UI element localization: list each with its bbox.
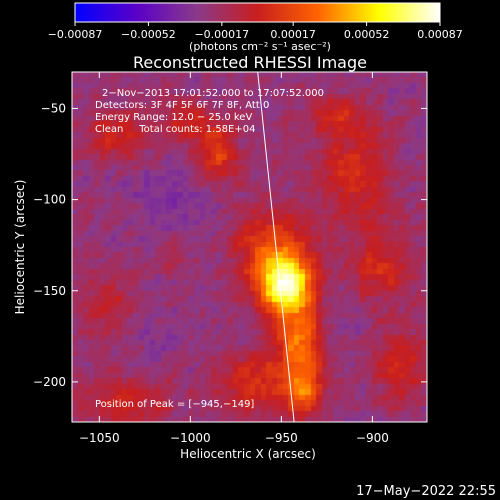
- y-tick-label: −200: [33, 375, 66, 389]
- y-tick-label: −150: [33, 284, 66, 298]
- y-axis: −50 −100 −150 −200: [33, 101, 427, 389]
- colorbar-ticks: −0.00087 −0.00052 −0.00017 0.00017 0.00052 0.…: [48, 22, 463, 41]
- annotation-detectors: Detectors: 3F 4F 5F 6F 7F 8F, Att 0: [95, 100, 269, 111]
- x-axis-label: Heliocentric X (arcsec): [180, 447, 316, 461]
- colorbar: [74, 2, 441, 23]
- y-axis-label: Heliocentric Y (arcsec): [13, 180, 27, 315]
- plot-frame: [71, 71, 428, 423]
- colorbar-tick-label: −0.00087: [48, 28, 103, 41]
- y-tick-label: −100: [33, 193, 66, 207]
- peak-position-label: Position of Peak = [−945,−149]: [95, 399, 254, 410]
- annotation-time-range: 2−Nov−2013 17:01:52.000 to 17:07:52.000: [102, 88, 324, 99]
- heatmap-image: [72, 72, 427, 422]
- colorbar-tick-label: 0.00017: [270, 28, 316, 41]
- solar-limb-line: [257, 72, 295, 422]
- colorbar-units-label: (photons cm⁻² s⁻¹ asec⁻²): [189, 40, 331, 53]
- colorbar-tick-label: 0.00052: [344, 28, 390, 41]
- x-tick-label: −950: [265, 431, 298, 445]
- chart-title: Reconstructed RHESSI Image: [133, 53, 367, 72]
- y-tick-label: −50: [41, 101, 66, 115]
- colorbar-tick-label: −0.00017: [194, 28, 249, 41]
- annotation-energy-range: Energy Range: 12.0 − 25.0 keV: [95, 112, 252, 123]
- colorbar-tick-label: 0.00087: [417, 28, 463, 41]
- x-tick-label: −1000: [170, 431, 211, 445]
- colorbar-tick-label: −0.00052: [121, 28, 176, 41]
- x-tick-label: −900: [356, 431, 389, 445]
- annotation-block: 2−Nov−2013 17:01:52.000 to 17:07:52.000 …: [95, 88, 324, 135]
- footer-timestamp: 17−May−2022 22:55: [356, 484, 496, 499]
- x-tick-label: −1050: [79, 431, 120, 445]
- annotation-total-counts: Clean Total counts: 1.58E+04: [95, 124, 255, 135]
- x-axis: −1050 −1000 −950 −900: [79, 72, 389, 445]
